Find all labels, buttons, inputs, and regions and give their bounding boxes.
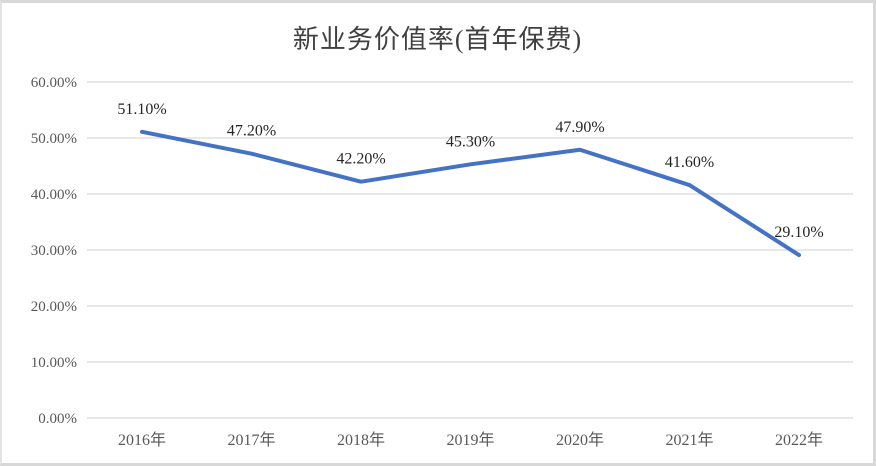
x-axis-tick-label: 2019年 <box>446 431 494 449</box>
x-axis-tick-label: 2016年 <box>118 431 166 449</box>
y-axis-tick-label: 20.00% <box>31 299 77 315</box>
x-axis-tick-label: 2022年 <box>775 431 823 449</box>
y-axis-tick-label: 0.00% <box>38 411 77 427</box>
data-series-line <box>140 129 801 258</box>
data-point-label: 42.20% <box>336 151 385 168</box>
data-point-label: 47.90% <box>555 119 604 136</box>
data-point-label: 51.10% <box>117 101 166 118</box>
plot-area: 0.00% 10.00% 20.00% 30.00% 40.00% 50.00% 60.00… <box>31 75 853 449</box>
x-axis-tick-label: 2017年 <box>227 431 275 449</box>
data-point-label: 47.20% <box>227 123 276 140</box>
y-axis-tick-label: 10.00% <box>31 355 77 371</box>
data-point-label: 41.60% <box>665 154 714 171</box>
chart-title: 新业务价值率(首年保费) <box>292 25 583 54</box>
x-axis-tick-label: 2021年 <box>665 431 713 449</box>
data-point-label: 45.30% <box>446 133 495 150</box>
y-axis-tick-label: 50.00% <box>31 131 77 147</box>
y-axis-tick-label: 40.00% <box>31 187 77 203</box>
y-axis-tick-label: 30.00% <box>31 243 77 259</box>
x-axis-tick-label: 2018年 <box>337 431 385 449</box>
data-point-label: 29.10% <box>774 224 823 241</box>
y-axis-tick-label: 60.00% <box>31 75 77 91</box>
x-axis-tick-label: 2020年 <box>556 431 604 449</box>
